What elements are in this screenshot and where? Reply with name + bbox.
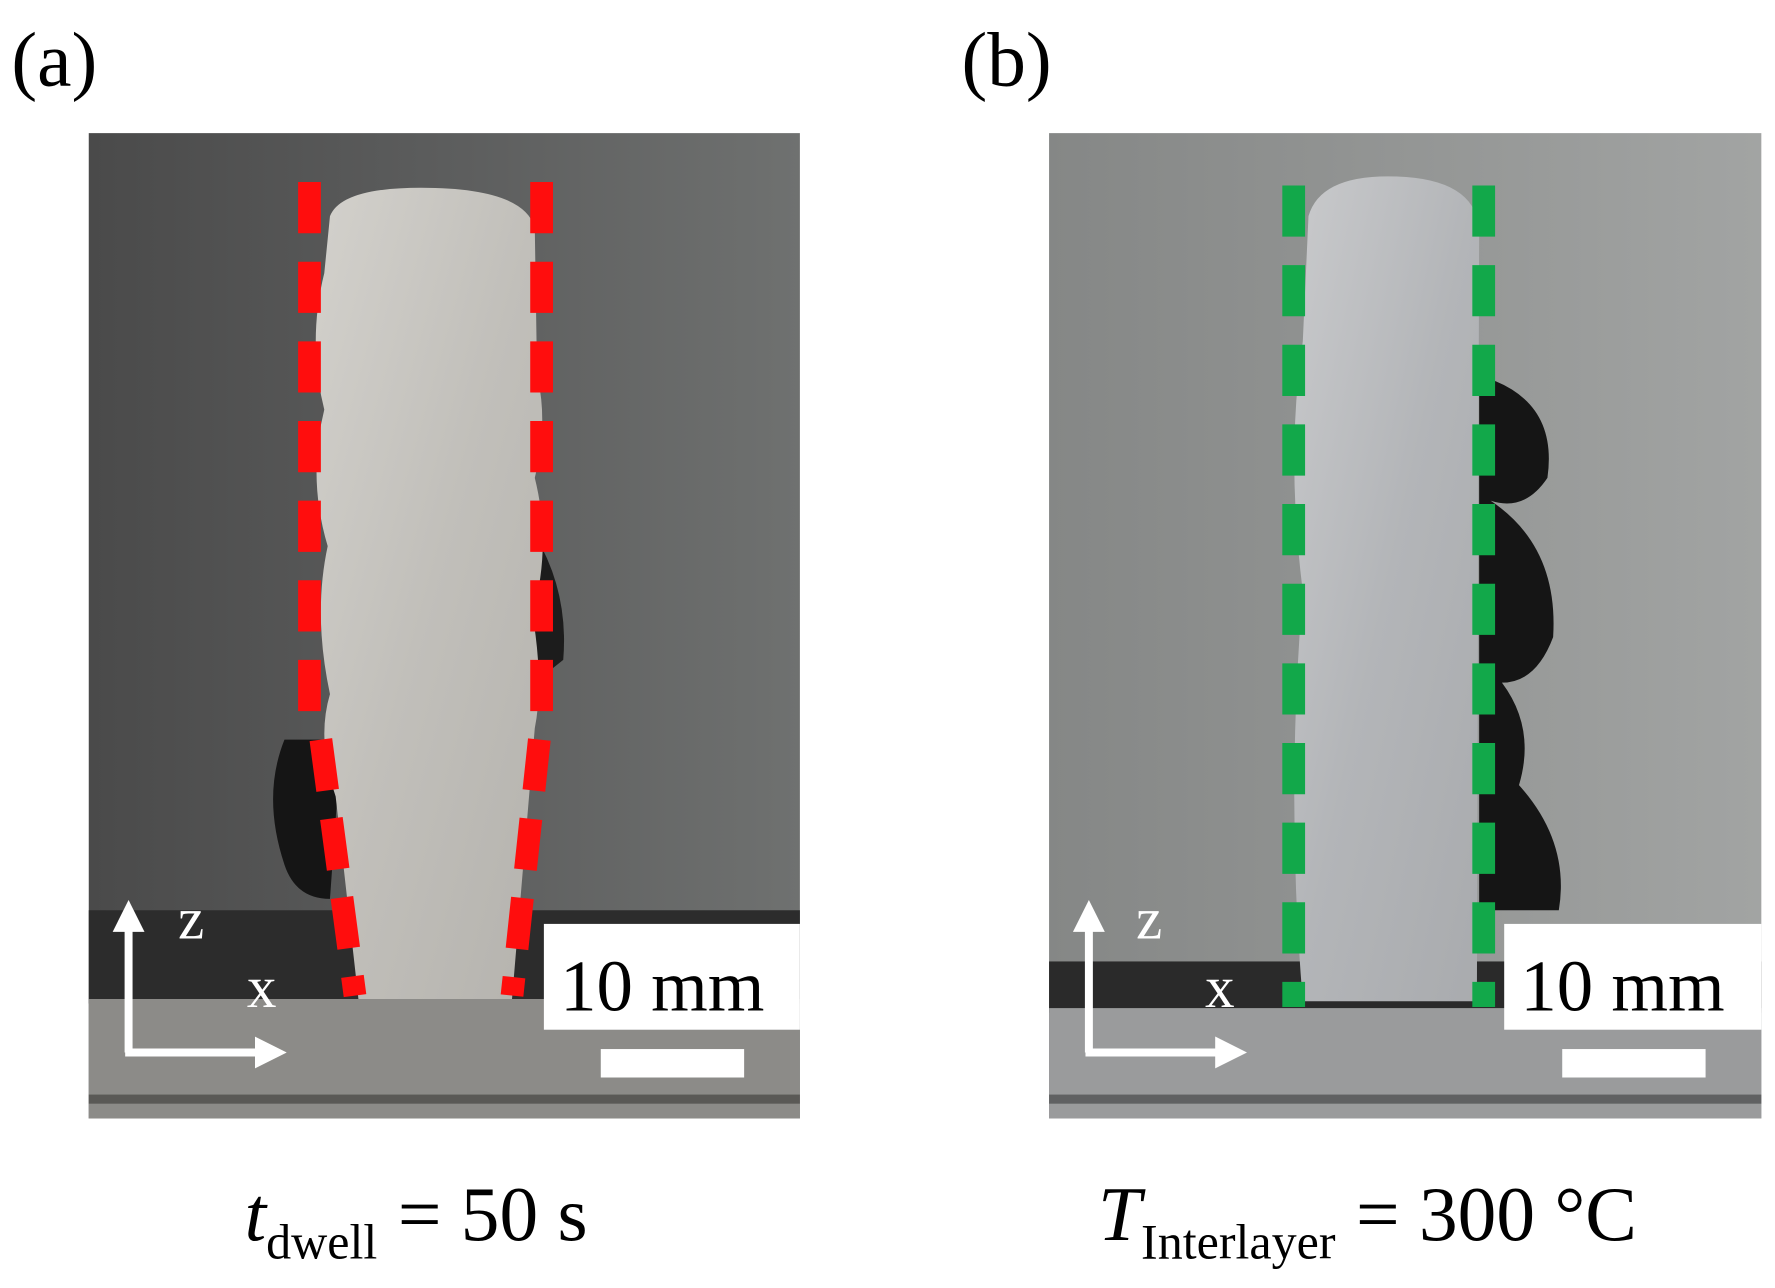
scale-box [543,923,800,1030]
scale-box [1504,923,1762,1030]
scale-label: 10 mm [1520,945,1724,1026]
caption-symbol: t [245,1171,269,1257]
panel-label: (a) [11,16,97,102]
caption: tdwell = 50 s [245,1171,588,1269]
wall-cross-section [315,187,543,999]
axis-label: z [1136,886,1162,952]
scale-label: 10 mm [560,945,764,1026]
panel-b: (b) 10 mm z x TInterlayer = 300 °C [961,16,1762,1269]
spatter [1479,375,1561,911]
scale-bar [1562,1049,1706,1078]
boundary-lines [1282,185,1496,1007]
axis-label: x [1205,954,1235,1020]
caption-text: = 300 °C [1356,1171,1637,1257]
scale-bar [600,1049,745,1078]
substrate-line [1049,1094,1762,1104]
caption-text: = 50 s [398,1171,588,1257]
boundary-lines [298,182,553,998]
axis-label: x [247,954,277,1020]
panel-a: (a) 10 mm z x tdwell = 50 s [11,16,800,1269]
caption-subscript: dwell [266,1213,377,1269]
caption-subscript: Interlayer [1141,1213,1336,1269]
substrate-line [88,1094,800,1104]
caption: TInterlayer = 300 °C [1098,1171,1637,1269]
panel-label: (b) [961,16,1051,102]
wall-cross-section [1294,176,1480,1002]
axis-label: z [178,886,204,952]
caption-symbol: T [1098,1171,1146,1257]
